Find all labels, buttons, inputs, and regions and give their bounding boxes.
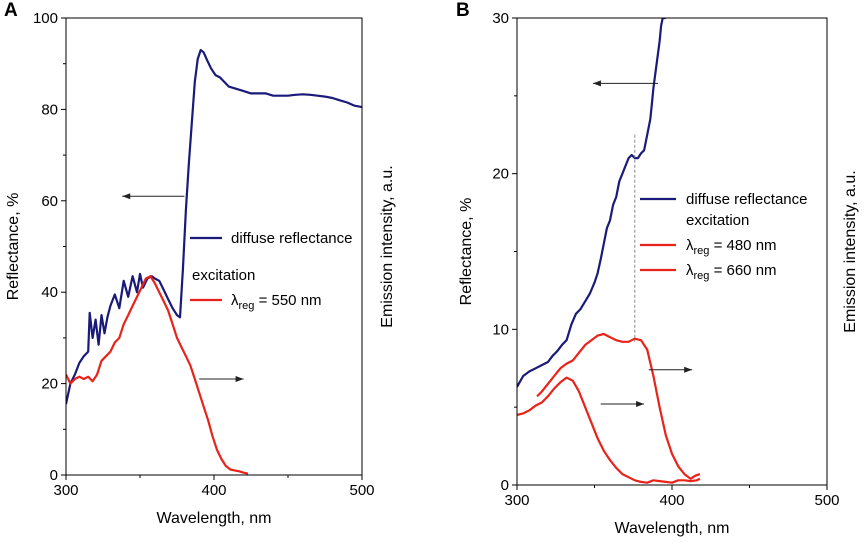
- arrow-right: [199, 376, 244, 383]
- y-tick-label: 30: [492, 10, 509, 27]
- legend-label: λreg = 660 nm: [686, 262, 777, 282]
- y-axis-label: Reflectance, %: [458, 198, 475, 306]
- series-line-1: [536, 332, 701, 480]
- legend-heading: excitation: [686, 212, 749, 229]
- plot-frame: [516, 17, 828, 486]
- y2-axis-label: Emission intensity, a.u.: [379, 165, 396, 327]
- x-tick-label: 500: [814, 492, 839, 509]
- x-tick-label: 400: [201, 482, 226, 499]
- panel-a: A 300 400 500 0 20 40 60 80 100 Wavelength, nm Refl…: [4, 0, 396, 527]
- series-line-0: [66, 48, 362, 405]
- y-tick-label: 20: [492, 166, 509, 183]
- series-line-2: [517, 376, 701, 484]
- panel-letter: B: [456, 0, 470, 21]
- y-tick-label: 60: [41, 193, 58, 210]
- legend-entry: λreg = 480 nm: [640, 237, 777, 257]
- y-tick-label: 10: [492, 321, 509, 338]
- y-axis-label: Reflectance, %: [5, 193, 22, 301]
- y-tick-label: 100: [33, 10, 58, 27]
- x-axis-label: Wavelength, nm: [614, 520, 729, 537]
- y-tick-label: 0: [50, 467, 58, 484]
- legend-label: λreg = 480 nm: [686, 237, 777, 257]
- arrow-left: [122, 193, 185, 200]
- x-tick-label: 400: [659, 492, 684, 509]
- arrow-right: [648, 366, 693, 373]
- x-tick-label: 300: [53, 482, 78, 499]
- x-tick-label: 300: [504, 492, 529, 509]
- legend-heading: excitation: [192, 267, 255, 284]
- y2-axis-label: Emission intensity, a.u.: [842, 170, 859, 332]
- panel-b: B 300 400 500 0 10 20 30 Wavelength, nm Reflectan…: [456, 0, 859, 537]
- series-line-0: [517, 18, 666, 388]
- y-tick-label: 40: [41, 284, 58, 301]
- legend-entry: λreg = 660 nm: [640, 262, 777, 282]
- legend-entry: diffuse reflectance: [190, 230, 352, 247]
- arrow-right: [600, 401, 645, 408]
- legend-label: diffuse reflectance: [686, 191, 807, 208]
- series-line-1: [66, 275, 249, 475]
- legend-entry: excitation: [192, 267, 255, 284]
- y-tick-label: 80: [41, 101, 58, 118]
- legend-entry: diffuse reflectance: [640, 191, 807, 208]
- legend-label: diffuse reflectance: [231, 230, 352, 247]
- legend-label: λreg = 550 nm: [231, 292, 322, 312]
- legend-entry: excitation: [686, 212, 749, 229]
- x-tick-label: 500: [349, 482, 374, 499]
- legend-entry: λreg = 550 nm: [190, 292, 322, 312]
- arrow-left: [592, 80, 659, 87]
- panel-letter: A: [4, 0, 18, 21]
- y-tick-label: 0: [501, 477, 509, 494]
- y-tick-label: 20: [41, 376, 58, 393]
- x-axis-label: Wavelength, nm: [156, 510, 271, 527]
